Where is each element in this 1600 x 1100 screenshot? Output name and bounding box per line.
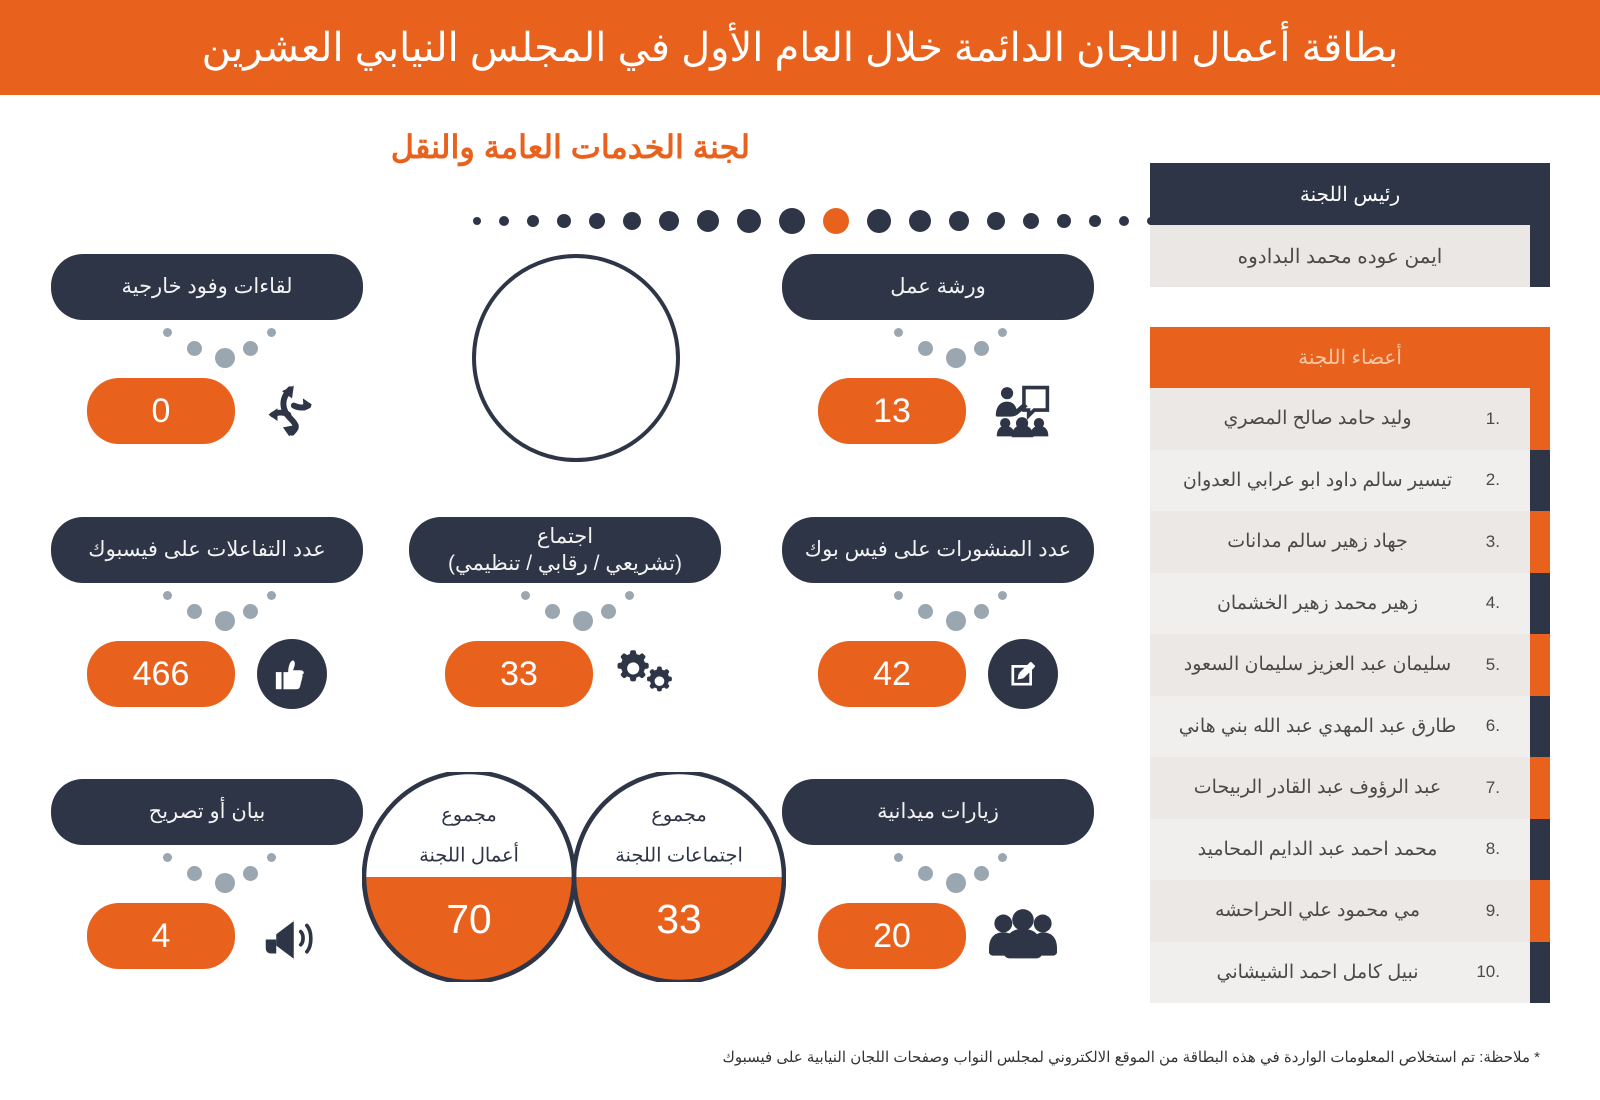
svg-text:اجتماعات اللجنة: اجتماعات اللجنة	[615, 845, 743, 867]
svg-text:أعمال اللجنة: أعمال اللجنة	[419, 842, 519, 867]
svg-text:33: 33	[656, 896, 701, 942]
svg-text:مجموع: مجموع	[651, 804, 707, 826]
svg-text:مجموع: مجموع	[441, 804, 497, 826]
svg-text:70: 70	[446, 896, 491, 942]
